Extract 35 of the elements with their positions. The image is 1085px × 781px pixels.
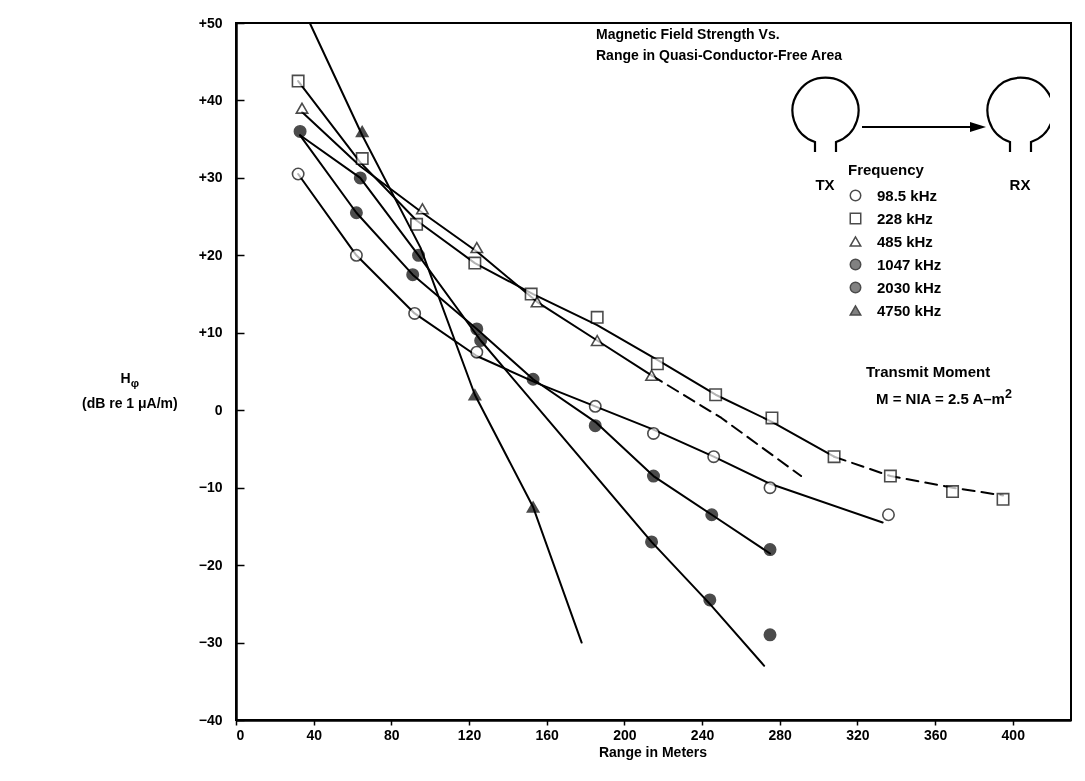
x-tick-label: 80	[384, 726, 400, 743]
annotation: RX	[1009, 175, 1031, 195]
legend-label: 4750 kHz	[877, 301, 942, 319]
y-tick-label: 0	[214, 401, 223, 418]
y-axis-title: H$_{φ}$ (dB re 1 μA/m)	[82, 369, 178, 413]
x-tick-label: 200	[613, 726, 637, 743]
y-tick-label: −20	[198, 556, 223, 573]
legend-label: 1047 kHz	[877, 255, 942, 273]
x-tick-label: 400	[1001, 726, 1026, 743]
x-tick-label: 160	[535, 726, 560, 743]
legend-title: Frequency	[848, 161, 925, 178]
legend-label: 228 kHz	[877, 209, 933, 227]
annotation: M = NIA = 2.5 A–m$^{2}$	[876, 386, 1012, 409]
y-tick-label: +20	[198, 246, 223, 263]
x-tick-label: 40	[306, 726, 323, 743]
y-tick-label: −40	[198, 711, 223, 728]
x-tick-label: 0	[236, 726, 245, 743]
annotation: Transmit Moment	[866, 362, 991, 382]
legend-label: 2030 kHz	[877, 278, 942, 296]
legend-label: 98.5 kHz	[877, 186, 938, 204]
text: Magnetic Field Strength Vs. Range in Quasi-Conductor-Free Area	[596, 25, 843, 65]
y-tick-label: +30	[198, 169, 223, 186]
y-tick-label: +10	[198, 324, 223, 341]
x-tick-label: 320	[846, 726, 870, 743]
x-tick-label: 360	[923, 726, 948, 743]
y-tick-label: −30	[198, 634, 223, 651]
x-tick-label: 240	[690, 726, 715, 743]
x-tick-label: 120	[457, 726, 482, 743]
y-tick-label: +50	[198, 14, 223, 31]
y-tick-label: +40	[198, 91, 223, 108]
x-tick-label: 280	[768, 726, 793, 743]
annotation: TX	[815, 175, 835, 195]
legend-label: 485 kHz	[877, 232, 933, 250]
x-axis-title: Range in Meters	[598, 743, 708, 762]
y-tick-label: −10	[198, 479, 223, 496]
